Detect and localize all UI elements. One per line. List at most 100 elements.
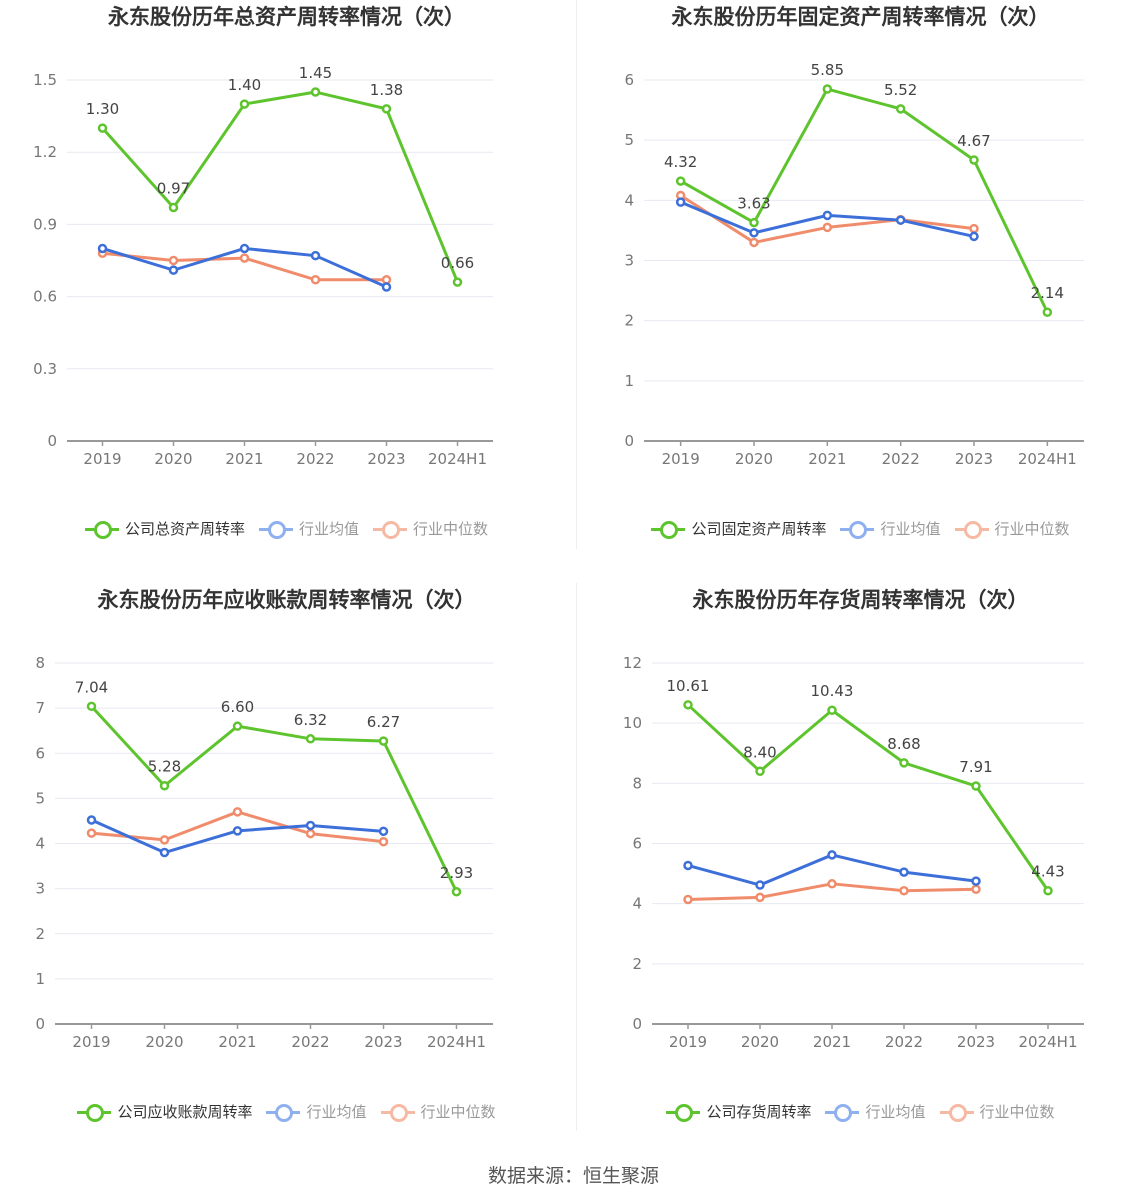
legend-item-industry-average[interactable]: 行业均值 — [266, 1099, 367, 1125]
industry-average-series-point[interactable] — [310, 250, 321, 261]
industry-average-series-point[interactable] — [895, 215, 906, 225]
y-tick-label: 1 — [35, 970, 45, 988]
x-tick-label: 2022 — [296, 450, 334, 468]
company-series-point[interactable] — [971, 781, 981, 791]
industry-average-series-point[interactable] — [675, 197, 686, 207]
chart-panel-total-asset-turnover: 永东股份历年总资产周转率情况（次） 0 0.3 0.6 0.9 1.2 1.5 2019 20… — [0, 0, 573, 583]
industry-average-series-point[interactable] — [969, 231, 979, 242]
industry-average-series-point[interactable] — [827, 850, 837, 860]
industry-average-series-point[interactable] — [86, 815, 97, 825]
legend-item-industry-average[interactable]: 行业均值 — [840, 516, 941, 542]
industry-median-series-point[interactable] — [971, 884, 981, 894]
industry-average-series-point[interactable] — [971, 876, 981, 886]
industry-median-series-point[interactable] — [899, 885, 909, 896]
industry-average-series-point[interactable] — [381, 282, 392, 292]
legend-item-industry-average[interactable]: 行业均值 — [258, 516, 359, 542]
company-series-point[interactable] — [822, 84, 833, 94]
data-label: 1.40 — [228, 76, 261, 94]
company-series-point[interactable] — [381, 104, 392, 114]
data-label: 4.43 — [1031, 863, 1064, 881]
industry-median-series-point[interactable] — [310, 275, 321, 285]
legend-item-industry-average[interactable]: 行业均值 — [825, 1099, 926, 1125]
company-series-point[interactable] — [895, 104, 906, 114]
y-tick-label: 6 — [35, 744, 45, 762]
data-label: 6.32 — [294, 711, 327, 729]
legend-item-company[interactable]: 公司存货周转率 — [666, 1099, 811, 1125]
industry-average-series-point[interactable] — [899, 867, 909, 877]
industry-average-series-point[interactable] — [239, 243, 250, 254]
company-series-point[interactable] — [899, 758, 909, 768]
company-series-point[interactable] — [159, 780, 170, 791]
industry-average-series-point[interactable] — [159, 847, 170, 858]
industry-median-series-point[interactable] — [381, 275, 392, 285]
legend-item-industry-median[interactable]: 行业中位数 — [939, 1099, 1055, 1125]
legend-line-marker-icon — [373, 516, 407, 542]
company-series-point[interactable] — [452, 277, 463, 287]
chart-title: 永东股份历年应收账款周转率情况（次） — [97, 588, 476, 612]
data-label: 8.40 — [743, 743, 776, 761]
company-series-point[interactable] — [232, 721, 243, 731]
legend-item-industry-median[interactable]: 行业中位数 — [373, 516, 488, 542]
data-label: 1.45 — [299, 64, 332, 82]
company-series-point[interactable] — [749, 217, 759, 228]
industry-median-series-point[interactable] — [683, 894, 693, 905]
industry-average-series-point[interactable] — [168, 265, 179, 275]
industry-median-series-point[interactable] — [827, 879, 837, 889]
industry-average-series-point[interactable] — [378, 826, 389, 837]
industry-average-series-point[interactable] — [755, 880, 765, 890]
company-series-point[interactable] — [1043, 885, 1053, 896]
legend-item-company[interactable]: 公司应收账款周转率 — [77, 1099, 252, 1125]
company-series-point[interactable] — [378, 736, 389, 746]
industry-median-series-point[interactable] — [168, 255, 179, 266]
industry-median-series-point[interactable] — [86, 828, 97, 838]
y-tick-label: 7 — [35, 699, 45, 717]
y-tick-label: 2 — [624, 312, 634, 330]
legend-item-company[interactable]: 公司固定资产周转率 — [651, 516, 826, 542]
industry-median-series-point[interactable] — [232, 807, 243, 817]
x-tick-label: 2021 — [225, 450, 263, 468]
industry-average-series-point[interactable] — [683, 860, 693, 871]
legend-item-company[interactable]: 公司总资产周转率 — [84, 516, 245, 542]
company-series-point[interactable] — [86, 701, 97, 712]
legend-line-marker-icon — [666, 1099, 701, 1125]
legend-item-industry-median[interactable]: 行业中位数 — [954, 516, 1070, 542]
y-tick-label: 0 — [624, 432, 634, 450]
industry-median-series-point[interactable] — [305, 828, 316, 839]
company-series-line — [101, 90, 459, 283]
industry-median-series-point[interactable] — [969, 223, 979, 234]
company-series-point[interactable] — [310, 87, 321, 97]
company-series-point[interactable] — [451, 887, 462, 897]
industry-average-series-point[interactable] — [822, 210, 833, 221]
industry-average-series-point[interactable] — [97, 243, 108, 254]
x-tick-label: 2019 — [83, 450, 121, 468]
company-series-point[interactable] — [827, 705, 837, 715]
industry-median-series-point[interactable] — [239, 253, 250, 263]
industry-median-series-point[interactable] — [822, 222, 833, 233]
industry-median-series-point[interactable] — [159, 835, 170, 845]
company-series-point[interactable] — [168, 202, 179, 213]
company-series-point[interactable] — [683, 700, 693, 710]
company-series-point[interactable] — [755, 766, 765, 777]
company-series-line — [90, 705, 458, 893]
data-label: 1.38 — [370, 81, 403, 99]
industry-median-series-point[interactable] — [755, 892, 765, 903]
industry-average-series-point[interactable] — [749, 228, 759, 238]
industry-average-series-point[interactable] — [232, 826, 243, 836]
company-series-point[interactable] — [675, 176, 686, 186]
industry-average-series-point[interactable] — [305, 820, 316, 831]
legend-label: 公司应收账款周转率 — [117, 1103, 253, 1121]
industry-median-series-point[interactable] — [378, 836, 389, 847]
company-series-point[interactable] — [239, 99, 250, 109]
company-series-point[interactable] — [1042, 307, 1053, 317]
company-series-point[interactable] — [969, 155, 979, 165]
company-series-line — [679, 87, 1049, 313]
x-tick-label: 2023 — [957, 1033, 995, 1051]
legend-item-industry-median[interactable]: 行业中位数 — [380, 1099, 496, 1125]
industry-median-series-point[interactable] — [749, 237, 759, 248]
chart-title: 永东股份历年存货周转率情况（次） — [692, 588, 1029, 612]
x-tick-label: 2024H1 — [428, 450, 487, 468]
y-tick-label: 5 — [624, 131, 634, 149]
company-series-point[interactable] — [305, 734, 316, 744]
data-label: 3.63 — [737, 195, 770, 213]
company-series-point[interactable] — [97, 123, 108, 133]
